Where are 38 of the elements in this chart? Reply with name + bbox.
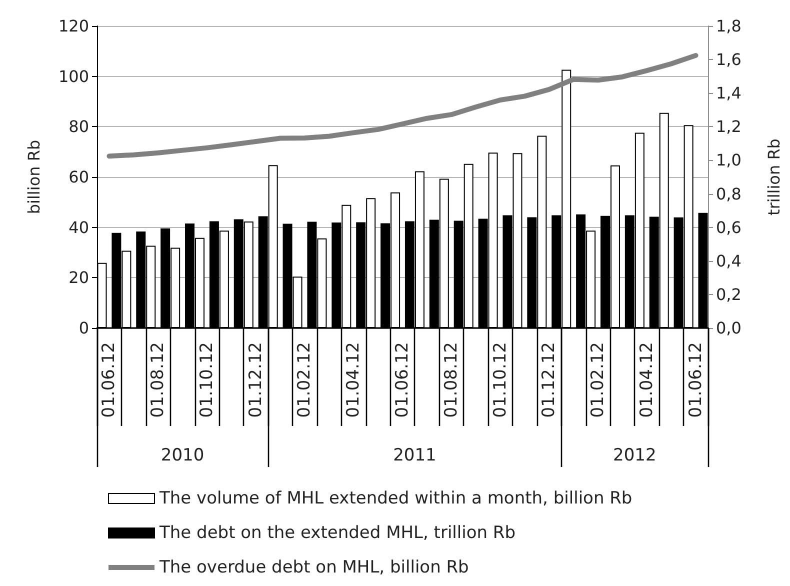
x-tick-label: 01.02.12 — [588, 342, 608, 418]
y2-tick-label: 0,8 — [716, 184, 742, 204]
legend-label: The overdue debt on MHL, billion Rb — [158, 558, 469, 578]
y-tick-label: 60 — [68, 168, 89, 186]
x-tick-label: 01.06.12 — [686, 342, 706, 418]
y2-axis-title: trillion Rb — [764, 138, 784, 216]
text: 2012 — [613, 446, 656, 466]
y2-tick-label: 0,2 — [716, 284, 742, 304]
legend-label: The volume of MHL extended within a month, billion Rb — [158, 488, 632, 508]
x-tick-label: 01.12.12 — [539, 342, 560, 418]
text: 2011 — [393, 446, 436, 466]
y2-tick-label: 1,6 — [716, 50, 742, 70]
x-tick-label: 01.04.12 — [344, 342, 364, 418]
x-tick-label: 01.04.12 — [636, 342, 657, 418]
y-tick-label: 20 — [68, 268, 89, 288]
x-tick-label: 01.02.12 — [294, 342, 315, 418]
y-tick-label: 40 — [68, 218, 89, 237]
x-tick-label: 01.12.12 — [246, 342, 266, 418]
y-tick-label: 100 — [58, 66, 89, 86]
y2-tick-label: 1,2 — [716, 117, 742, 136]
x-tick-label: 01.10.12 — [196, 342, 217, 418]
y2-tick-label: 0,6 — [716, 218, 742, 237]
y2-tick-label: 0,4 — [716, 251, 742, 270]
x-tick-label: 01.06.12 — [392, 342, 412, 418]
x-tick-label: 01.08.12 — [148, 342, 168, 418]
y-tick-label: 80 — [68, 117, 89, 136]
y2-tick-label: 0,0 — [716, 318, 742, 338]
y2-tick-label: 1,4 — [716, 84, 742, 103]
y-tick-label: 0 — [78, 318, 89, 338]
text: 2010 — [160, 446, 204, 466]
y-tick-label: 120 — [58, 16, 89, 36]
x-tick-label: 01.08.12 — [441, 342, 462, 418]
x-tick-label: 01.06.12 — [99, 342, 120, 418]
y2-tick-label: 1,0 — [716, 150, 742, 170]
legend-label: The debt on the extended MHL, trillion Rb — [158, 523, 516, 543]
x-tick-label: 01.10.12 — [490, 342, 510, 418]
y-axis-title: billion Rb — [24, 140, 44, 214]
y2-tick-label: 1,8 — [716, 16, 742, 36]
